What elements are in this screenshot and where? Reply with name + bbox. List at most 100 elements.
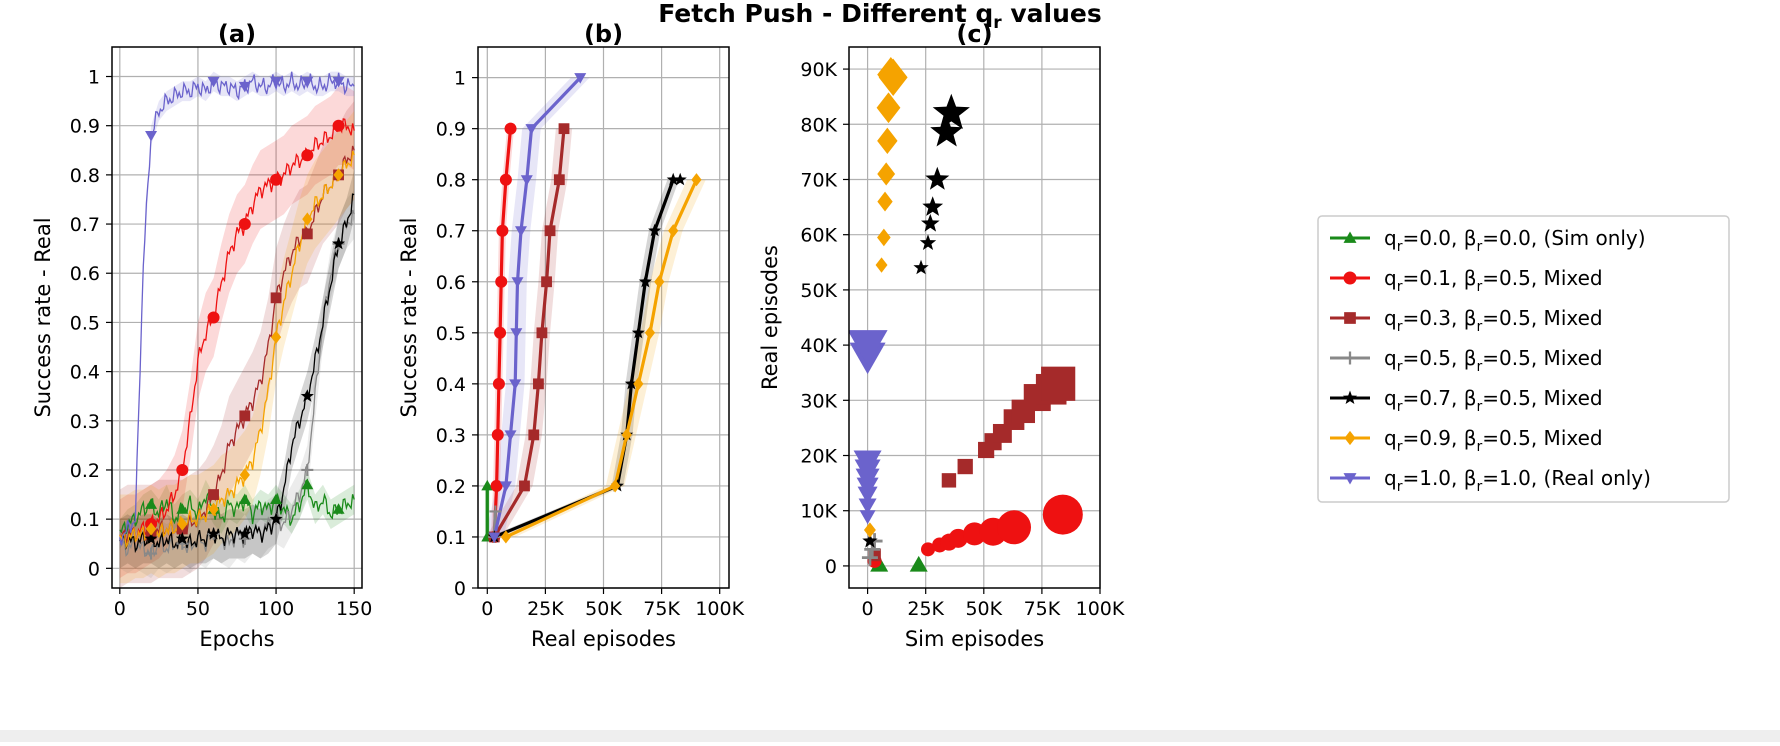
point-s1 [921,542,936,557]
legend-marker-s5 [1343,351,1357,365]
figure-title: Fetch Push - Different qr values [658,0,1102,33]
y-axis-label: Real episodes [758,245,782,390]
x-tick-label: 50K [585,598,622,620]
marker-s10 [574,73,587,84]
plot-area-c [849,57,1083,572]
y-tick-label: 80K [800,114,837,136]
band-s9 [119,110,355,584]
point-s9 [878,58,908,97]
marker-s1 [176,463,189,476]
y-tick-label: 0.5 [70,312,100,334]
y-tick-label: 0.8 [70,165,100,187]
marker-s9 [654,275,665,289]
marker-s1 [332,119,345,132]
x-tick-label: 0 [481,598,493,620]
point-s7 [913,259,929,275]
marker-s10 [332,76,345,88]
legend-label-s1: qr=0.1, βr=0.5, Mixed [1384,266,1603,295]
point-s3 [1041,366,1076,401]
x-tick-label: 25K [527,598,564,620]
marker-s1 [495,275,508,288]
marker-s3 [533,378,544,390]
point-s10 [849,330,888,366]
point-s9 [877,162,896,186]
marker-s9 [668,224,679,238]
axes-frame [477,46,730,589]
band-s9 [496,179,706,537]
y-tick-label: 0.7 [436,221,466,243]
legend-label-s10: qr=1.0, βr=1.0, (Real only) [1384,466,1651,495]
axes-frame [111,46,363,589]
y-tick-label: 0.1 [436,527,466,549]
y-tick-label: 30K [800,390,837,412]
marker-s10 [510,328,523,339]
axes-frame [848,46,1101,589]
marker-s3 [536,327,548,339]
marker-s10 [504,430,517,441]
marker-s7 [332,236,346,250]
band-s3 [119,101,355,588]
plot-area-b [481,73,706,544]
legend-label-s7: qr=0.7, βr=0.5, Mixed [1384,386,1603,415]
y-tick-label: 0.9 [436,119,466,141]
legend-label-s9: qr=0.9, βr=0.5, Mixed [1384,426,1603,455]
plot-area-a [119,71,355,588]
x-tick-label: 100K [695,598,744,620]
marker-s10 [238,81,251,93]
point-s7 [862,533,878,548]
marker-s7 [269,512,283,525]
x-tick-label: 50K [965,598,1002,620]
series-line-s0 [119,478,355,534]
marker-s7 [300,389,314,402]
marker-s9 [610,479,621,493]
subplot-b: 0 25K 50K 75K 100K 0 0.1 0.2 0.3 0.4 0.5 0.6 0.7 0.8 0… [397,20,745,651]
legend-label-s5: qr=0.5, βr=0.5, Mixed [1384,346,1603,375]
marker-s9 [500,530,511,544]
point-s9 [876,92,901,124]
y-tick-label: 0.3 [70,411,100,433]
y-tick-label: 0.4 [70,362,100,384]
marker-s10 [499,481,512,492]
marker-s1 [499,173,512,186]
y-tick-label: 1 [454,68,466,90]
y-axis-label: Success rate - Real [31,217,55,417]
y-tick-label: 0.4 [436,374,466,396]
marker-s0 [145,498,158,509]
y-tick-label: 0.3 [436,425,466,447]
marker-s7 [631,325,645,339]
subplot-a: 0 50 100 150 0 0.1 0.2 0.3 0.4 0.5 0.6 0.7 0.8 0.9 1 (a… [31,20,372,651]
bottom-strip [0,730,1780,742]
marker-s0 [301,478,314,490]
y-tick-label: 0.6 [70,263,100,285]
y-tick-label: 60K [800,225,837,247]
point-s7 [925,166,950,190]
point-s1 [948,528,968,548]
y-tick-label: 0.6 [436,272,466,294]
subplot-title: (a) [218,20,256,48]
y-tick-label: 0 [454,578,466,600]
marker-s1 [301,149,314,162]
point-s1 [1042,494,1083,535]
marker-s10 [270,76,283,88]
marker-s1 [491,428,504,441]
marker-s9 [270,330,282,344]
marker-s9 [239,468,250,482]
y-tick-label: 0.2 [436,476,466,498]
marker-s1 [238,218,251,231]
point-s10 [853,450,882,476]
point-s7 [932,93,970,130]
marker-s9 [633,377,644,391]
marker-s9 [177,517,188,531]
marker-s1 [207,311,220,324]
legend-marker-s0 [1343,231,1357,243]
marker-s7 [638,274,652,288]
x-tick-label: 0 [114,598,126,620]
subplot-title: (b) [584,20,623,48]
marker-s3 [270,292,282,304]
y-tick-label: 0.2 [70,460,100,482]
series-line-s3 [119,145,355,546]
marker-s9 [691,173,702,187]
marker-s3 [301,228,313,240]
legend-label-s3: qr=0.3, βr=0.5, Mixed [1384,306,1603,335]
marker-s7 [666,172,680,186]
